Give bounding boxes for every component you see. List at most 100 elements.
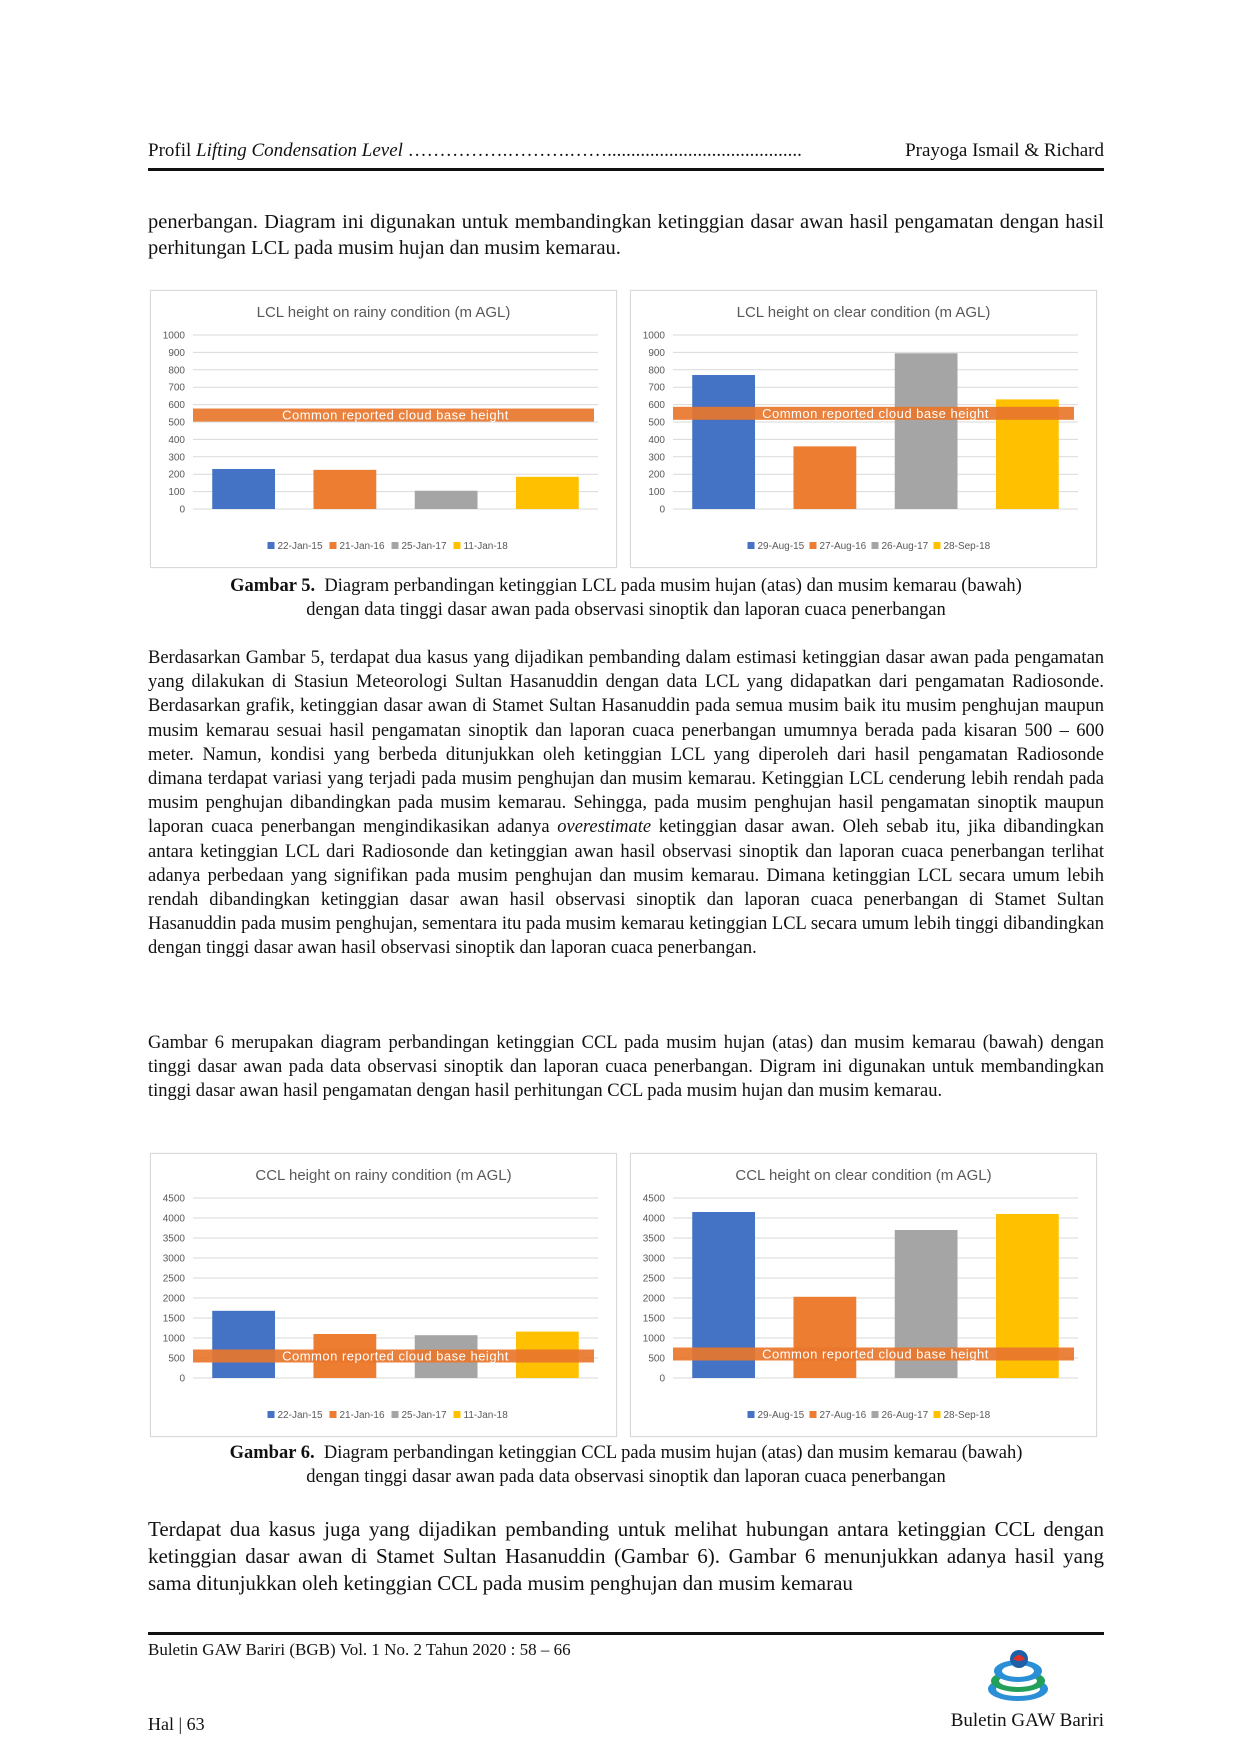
y-tick-label: 500 <box>648 1354 665 1365</box>
chart-ccl-clear: CCL height on clear condition (m AGL) 0 50… <box>630 1153 1097 1437</box>
y-tick-label: 800 <box>648 365 665 376</box>
bar-21-Jan-16 <box>313 469 377 509</box>
legend-swatch <box>747 542 755 549</box>
y-tick-label: 3000 <box>643 1254 666 1265</box>
chart-title: LCL height on clear condition (m AGL) <box>737 304 991 321</box>
legend-swatch <box>391 542 399 549</box>
footer-brand-name: Buletin GAW Bariri <box>950 1710 1104 1731</box>
y-tick-label: 1000 <box>643 1334 666 1345</box>
legend-swatch <box>809 1411 817 1418</box>
legend-label: 27-Aug-16 <box>820 541 867 552</box>
legend-swatch <box>871 1411 879 1418</box>
cloud-base-band-label: Common reported cloud base height <box>282 408 509 423</box>
legend-swatch <box>453 1411 461 1418</box>
figure-5-caption-line2: dengan data tinggi dasar awan pada obser… <box>306 600 946 620</box>
header-authors: Prayoga Ismail & Richard <box>905 140 1104 161</box>
legend-label: 28-Sep-18 <box>944 541 991 552</box>
legend-label: 11-Jan-18 <box>464 1410 509 1421</box>
legend-label: 27-Aug-16 <box>820 1410 867 1421</box>
paragraph-gambar5-discussion: Berdasarkan Gambar 5, terdapat dua kasus… <box>148 646 1104 961</box>
legend-label: 26-Aug-17 <box>882 1410 929 1421</box>
y-tick-label: 1000 <box>163 1334 186 1345</box>
figure-5-caption: Gambar 5. Diagram perbandingan ketinggia… <box>148 574 1104 622</box>
y-tick-label: 4500 <box>163 1194 186 1205</box>
y-tick-label: 800 <box>168 365 185 376</box>
y-tick-label: 700 <box>168 383 185 394</box>
y-tick-label: 700 <box>648 383 665 394</box>
paragraph-gambar5-italic: overestimate <box>557 817 652 838</box>
y-tick-label: 200 <box>648 470 665 481</box>
legend-label: 29-Aug-15 <box>758 541 805 552</box>
y-tick-label: 4500 <box>643 1194 666 1205</box>
legend-label: 11-Jan-18 <box>464 541 509 552</box>
y-tick-label: 600 <box>168 400 185 411</box>
bar-27-Aug-16 <box>793 1296 857 1378</box>
bar-22-Jan-15 <box>212 468 276 509</box>
paragraph-bottom: Terdapat dua kasus juga yang dijadikan p… <box>148 1517 1104 1595</box>
legend-label: 25-Jan-17 <box>402 541 447 552</box>
legend-label: 26-Aug-17 <box>882 541 929 552</box>
paragraph-top: penerbangan. Diagram ini digunakan untuk… <box>148 211 1104 259</box>
legend-label: 25-Jan-17 <box>402 1410 447 1421</box>
figure-6-caption-line1: Diagram perbandingan ketinggian CCL pada… <box>323 1443 1023 1463</box>
legend-swatch <box>747 1411 755 1418</box>
figure-5-caption-line1: Diagram perbandingan ketinggian LCL pada… <box>324 576 1022 596</box>
y-tick-label: 500 <box>168 418 185 429</box>
cloud-base-band <box>673 1347 1074 1361</box>
y-tick-label: 3500 <box>643 1234 666 1245</box>
y-tick-label: 4000 <box>163 1214 186 1225</box>
legend-label: 21-Jan-16 <box>340 541 385 552</box>
cloud-base-band <box>193 408 594 422</box>
y-tick-label: 1000 <box>643 331 666 342</box>
cloud-base-band-label: Common reported cloud base height <box>762 406 989 421</box>
cloud-base-band-label: Common reported cloud base height <box>282 1349 509 1364</box>
chart-title: CCL height on rainy condition (m AGL) <box>255 1167 511 1184</box>
bar-25-Jan-17 <box>414 490 478 509</box>
legend-label: 28-Sep-18 <box>944 1410 991 1421</box>
gaw-bariri-logo-icon <box>985 1645 1051 1707</box>
legend-swatch <box>871 542 879 549</box>
chart-lcl-clear: LCL height on clear condition (m AGL) 0 10… <box>630 290 1097 568</box>
header-title-italic: Lifting Condensation Level <box>196 140 403 161</box>
bar-11-Jan-18 <box>515 476 579 509</box>
header-title-plain: Profil <box>148 140 197 161</box>
y-tick-label: 0 <box>659 1374 665 1385</box>
legend-swatch <box>453 542 461 549</box>
footer-divider <box>148 1632 1104 1635</box>
cloud-base-band <box>673 406 1074 420</box>
y-tick-label: 2000 <box>163 1294 186 1305</box>
y-tick-label: 0 <box>179 1374 185 1385</box>
y-tick-label: 600 <box>648 400 665 411</box>
paragraph-gambar5-part1: Berdasarkan Gambar 5, terdapat dua kasus… <box>148 648 1104 838</box>
y-tick-label: 1500 <box>643 1314 666 1325</box>
bar-26-Aug-17 <box>894 353 958 509</box>
lcl-clear-svg: LCL height on clear condition (m AGL) 0 10… <box>643 304 1078 552</box>
legend-swatch <box>329 542 337 549</box>
legend-swatch <box>329 1411 337 1418</box>
y-tick-label: 2000 <box>643 1294 666 1305</box>
y-tick-label: 4000 <box>643 1214 666 1225</box>
figure-6-label: Gambar 6. <box>229 1443 315 1463</box>
y-tick-label: 500 <box>648 418 665 429</box>
bar-22-Jan-15 <box>212 1310 276 1378</box>
footer-page-number: Hal | 63 <box>148 1714 205 1734</box>
y-tick-label: 100 <box>168 487 185 498</box>
ccl-clear-svg: CCL height on clear condition (m AGL) 0 50… <box>643 1167 1078 1421</box>
footer-journal-citation: Buletin GAW Bariri (BGB) Vol. 1 No. 2 Ta… <box>148 1640 571 1659</box>
chart-lcl-rainy: LCL height on rainy condition (m AGL) 0 10… <box>150 290 617 568</box>
cloud-base-band-label: Common reported cloud base height <box>762 1347 989 1362</box>
legend-label: 21-Jan-16 <box>340 1410 385 1421</box>
legend-label: 29-Aug-15 <box>758 1410 805 1421</box>
legend-swatch <box>267 1411 275 1418</box>
legend-label: 22-Jan-15 <box>278 1410 323 1421</box>
paragraph-gambar5-part2: ketinggian dasar awan. Oleh sebab itu, j… <box>148 817 1104 959</box>
legend-label: 22-Jan-15 <box>278 541 323 552</box>
bar-29-Aug-15 <box>692 375 756 509</box>
y-tick-label: 300 <box>648 452 665 463</box>
y-tick-label: 0 <box>179 505 185 516</box>
lcl-rainy-svg: LCL height on rainy condition (m AGL) 0 10… <box>163 304 598 552</box>
header-title: Profil Lifting Condensation Level …………….… <box>148 140 802 162</box>
figure-5-label: Gambar 5. <box>230 576 316 596</box>
chart-title: CCL height on clear condition (m AGL) <box>735 1167 991 1184</box>
y-tick-label: 1500 <box>163 1314 186 1325</box>
